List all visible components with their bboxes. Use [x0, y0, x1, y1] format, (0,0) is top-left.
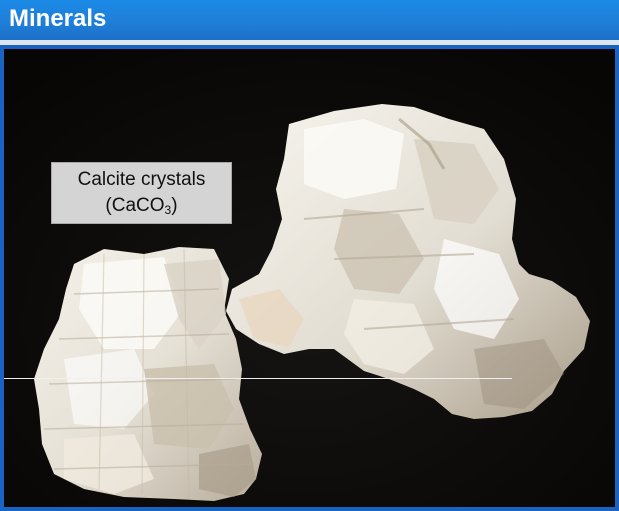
formula-subscript: 3 [164, 203, 172, 217]
photo-frame: Calcite crystals (CaCO3) [0, 45, 619, 511]
scan-line-artifact [4, 378, 512, 379]
title-bar: Minerals [0, 0, 619, 40]
formula-prefix: (CaCO [105, 195, 165, 216]
caption-formula: (CaCO3) [52, 193, 231, 223]
right-specimen [226, 104, 590, 419]
left-specimen [34, 247, 262, 501]
formula-suffix: ) [171, 195, 178, 216]
page-title: Minerals [9, 5, 107, 32]
mineral-photo: Calcite crystals (CaCO3) [4, 49, 615, 507]
caption-line-1: Calcite crystals [77, 169, 206, 190]
caption-label: Calcite crystals (CaCO3) [51, 162, 232, 224]
title-divider [0, 40, 619, 45]
calcite-specimens-illustration [4, 49, 615, 507]
